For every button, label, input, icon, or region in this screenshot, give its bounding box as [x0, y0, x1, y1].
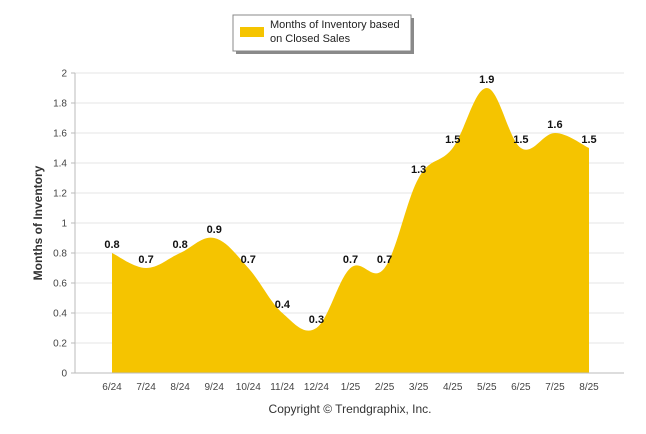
x-tick-label: 6/25	[511, 382, 531, 393]
y-tick-label: 1.4	[53, 159, 67, 170]
y-tick-label: 1	[61, 219, 67, 230]
legend-label-line-1: Months of Inventory based	[270, 19, 400, 31]
x-tick-label: 2/25	[375, 382, 395, 393]
x-tick-label: 1/25	[341, 382, 361, 393]
x-tick-label: 8/24	[170, 382, 190, 393]
data-label: 1.3	[411, 164, 426, 176]
legend-label-line-2: on Closed Sales	[270, 33, 351, 45]
y-axis-title: Months of Inventory	[31, 165, 45, 280]
y-tick-label: 0.4	[53, 309, 67, 320]
y-tick-label: 0	[61, 369, 67, 380]
y-tick-label: 1.8	[53, 99, 67, 110]
y-tick-labels: 0 0.2 0.4 0.6 0.8 1 1.2 1.4 1.6 1.8 2	[53, 69, 67, 380]
data-label: 0.7	[343, 254, 358, 266]
data-label: 1.5	[581, 134, 596, 146]
data-label: 0.9	[207, 224, 222, 236]
data-label: 1.5	[513, 134, 528, 146]
x-tick-labels: 6/24 7/24 8/24 9/24 10/24 11/24 12/24 1/25 2/25 3…	[102, 382, 599, 393]
x-tick-label: 6/24	[102, 382, 122, 393]
x-tick-label: 12/24	[304, 382, 329, 393]
legend: Months of Inventory based on Closed Sale…	[232, 14, 414, 54]
data-label: 1.6	[547, 119, 562, 131]
data-label: 1.5	[445, 134, 460, 146]
x-tick-label: 10/24	[236, 382, 261, 393]
y-tick-label: 0.2	[53, 339, 67, 350]
x-tick-label: 3/25	[409, 382, 429, 393]
y-tick-label: 1.6	[53, 129, 67, 140]
x-tick-label: 4/25	[443, 382, 463, 393]
series-area	[112, 88, 589, 373]
copyright-text: Copyright © Trendgraphix, Inc.	[269, 402, 432, 416]
y-tick-label: 0.8	[53, 249, 67, 260]
series-area-fill	[112, 88, 589, 373]
x-tick-label: 9/24	[204, 382, 224, 393]
data-label: 0.4	[275, 299, 291, 311]
data-label: 0.8	[104, 239, 119, 251]
x-tick-label: 7/24	[136, 382, 156, 393]
data-label: 1.9	[479, 74, 494, 86]
y-tick-label: 2	[61, 69, 67, 80]
data-label: 0.7	[241, 254, 256, 266]
x-tick-label: 7/25	[545, 382, 565, 393]
data-labels: 0.8 0.7 0.8 0.9 0.7 0.4 0.3 0.7 0.7 1.3 1.5 1.9 1.5 1…	[104, 74, 596, 326]
x-tick-label: 5/25	[477, 382, 497, 393]
x-tick-label: 8/25	[579, 382, 599, 393]
y-tick-label: 0.6	[53, 279, 67, 290]
data-label: 0.3	[309, 314, 324, 326]
data-label: 0.7	[377, 254, 392, 266]
axes	[71, 72, 624, 374]
legend-swatch	[240, 27, 264, 37]
y-tick-label: 1.2	[53, 189, 67, 200]
data-label: 0.7	[138, 254, 153, 266]
data-label: 0.8	[172, 239, 187, 251]
x-tick-label: 11/24	[270, 382, 295, 393]
